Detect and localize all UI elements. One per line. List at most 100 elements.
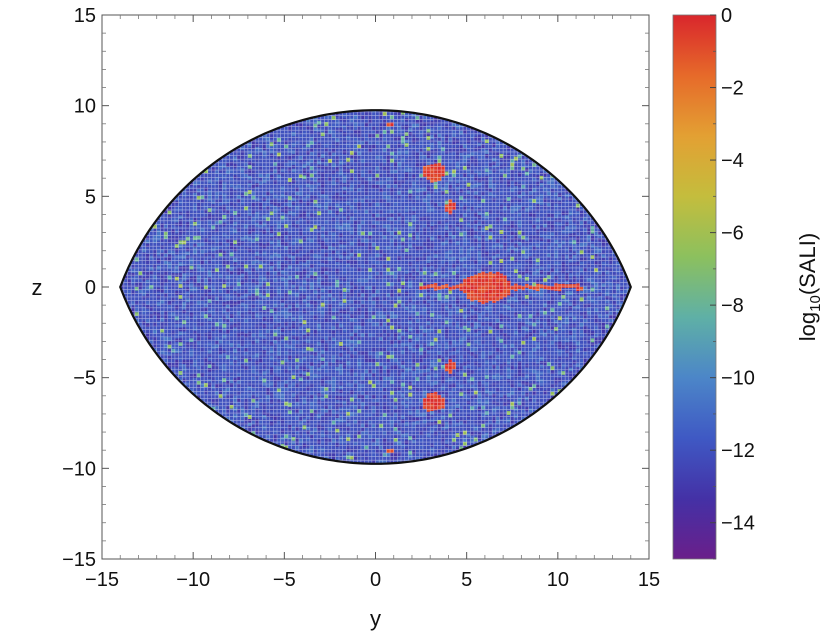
heatmap-cell <box>463 332 467 337</box>
heatmap-cell <box>174 352 179 357</box>
heatmap-cell <box>441 147 446 152</box>
heatmap-cell <box>236 285 241 290</box>
heatmap-cell <box>258 282 263 287</box>
heatmap-cell <box>488 351 493 356</box>
heatmap-cell <box>415 155 420 160</box>
heatmap-cell <box>204 248 209 253</box>
heatmap-cell <box>386 166 391 171</box>
heatmap-cell <box>360 380 365 385</box>
heatmap-cell <box>463 242 467 247</box>
heatmap-cell <box>441 357 446 362</box>
heatmap-cell <box>287 207 292 211</box>
heatmap-cell <box>397 165 402 170</box>
heatmap-cell <box>258 166 263 171</box>
heatmap-cell <box>295 416 300 420</box>
heatmap-cell <box>189 240 194 245</box>
heatmap-cell <box>204 172 209 177</box>
heatmap-cell <box>284 310 289 315</box>
heatmap-cell <box>295 249 300 254</box>
heatmap-cell <box>324 278 329 282</box>
heatmap-cell <box>251 239 256 244</box>
heatmap-cell <box>174 291 179 295</box>
heatmap-cell <box>247 153 252 158</box>
heatmap-cell <box>225 293 230 298</box>
heatmap-cell <box>499 386 504 390</box>
heatmap-cell <box>218 172 223 177</box>
heatmap-cell <box>215 300 219 305</box>
heatmap-cell <box>379 122 384 127</box>
heatmap-cell <box>393 318 398 322</box>
heatmap-cell <box>514 243 519 248</box>
heatmap-cell <box>477 272 482 277</box>
heatmap-cell <box>477 138 482 143</box>
heatmap-cell <box>200 387 205 392</box>
heatmap-cell <box>401 117 405 122</box>
heatmap-cell <box>320 342 325 347</box>
heatmap-cell <box>419 307 424 312</box>
heatmap-cell <box>349 230 354 235</box>
heatmap-cell <box>211 366 216 371</box>
heatmap-cell <box>244 416 249 421</box>
heatmap-cell <box>335 210 340 215</box>
heatmap-cell <box>386 419 391 424</box>
heatmap-cell <box>313 402 318 407</box>
heatmap-cell <box>386 332 391 337</box>
heatmap-cell <box>306 437 311 442</box>
heatmap-cell <box>393 441 398 446</box>
heatmap-cell <box>266 173 271 178</box>
heatmap-cell <box>284 144 289 149</box>
heatmap-cell <box>328 202 333 207</box>
heatmap-cell <box>255 251 260 256</box>
heatmap-cell <box>426 175 431 180</box>
heatmap-cell <box>386 372 391 377</box>
heatmap-cell <box>360 459 365 464</box>
heatmap-cell <box>379 206 384 211</box>
heatmap-cell <box>287 348 292 353</box>
heatmap-cell <box>284 209 289 214</box>
heatmap-cell <box>510 158 515 163</box>
heatmap-cell <box>233 171 238 176</box>
heatmap-cell <box>452 216 457 221</box>
heatmap-cell <box>488 231 493 236</box>
heatmap-cell <box>317 116 322 121</box>
heatmap-cell <box>273 306 278 311</box>
heatmap-cell <box>313 304 318 309</box>
heatmap-cell <box>298 195 303 200</box>
heatmap-cell <box>430 142 435 147</box>
heatmap-cell <box>386 282 391 287</box>
heatmap-cell <box>422 227 427 232</box>
heatmap-cell <box>328 296 333 301</box>
heatmap-cell <box>320 248 325 253</box>
heatmap-cell <box>441 339 446 344</box>
heatmap-cell <box>430 298 435 303</box>
heatmap-cell <box>273 151 278 155</box>
heatmap-cell <box>532 398 537 403</box>
heatmap-cell <box>229 281 234 286</box>
heatmap-cell <box>163 351 168 356</box>
heatmap-cell <box>247 295 252 300</box>
heatmap-cell <box>349 266 354 271</box>
heatmap-cell <box>459 312 464 317</box>
heatmap-cell <box>499 371 504 376</box>
heatmap-cell <box>521 246 526 251</box>
heatmap-cell <box>364 162 369 167</box>
heatmap-cell <box>364 394 369 399</box>
heatmap-cell <box>353 350 358 355</box>
heatmap-cell <box>463 281 467 286</box>
heatmap-cell <box>422 426 427 431</box>
heatmap-cell <box>277 380 281 385</box>
heatmap-cell <box>503 423 508 428</box>
heatmap-cell <box>473 306 478 311</box>
heatmap-cell <box>488 177 493 182</box>
heatmap-cell <box>393 347 398 351</box>
heatmap-cell <box>510 405 515 410</box>
heatmap-cell <box>200 311 205 316</box>
heatmap-cell <box>488 162 493 167</box>
heatmap-cell <box>189 265 194 270</box>
heatmap-cell <box>269 167 274 172</box>
heatmap-cell <box>510 292 515 297</box>
heatmap-cell <box>211 203 216 208</box>
heatmap-cell <box>470 282 475 287</box>
heatmap-cell <box>375 130 380 135</box>
heatmap-cell <box>499 179 504 184</box>
